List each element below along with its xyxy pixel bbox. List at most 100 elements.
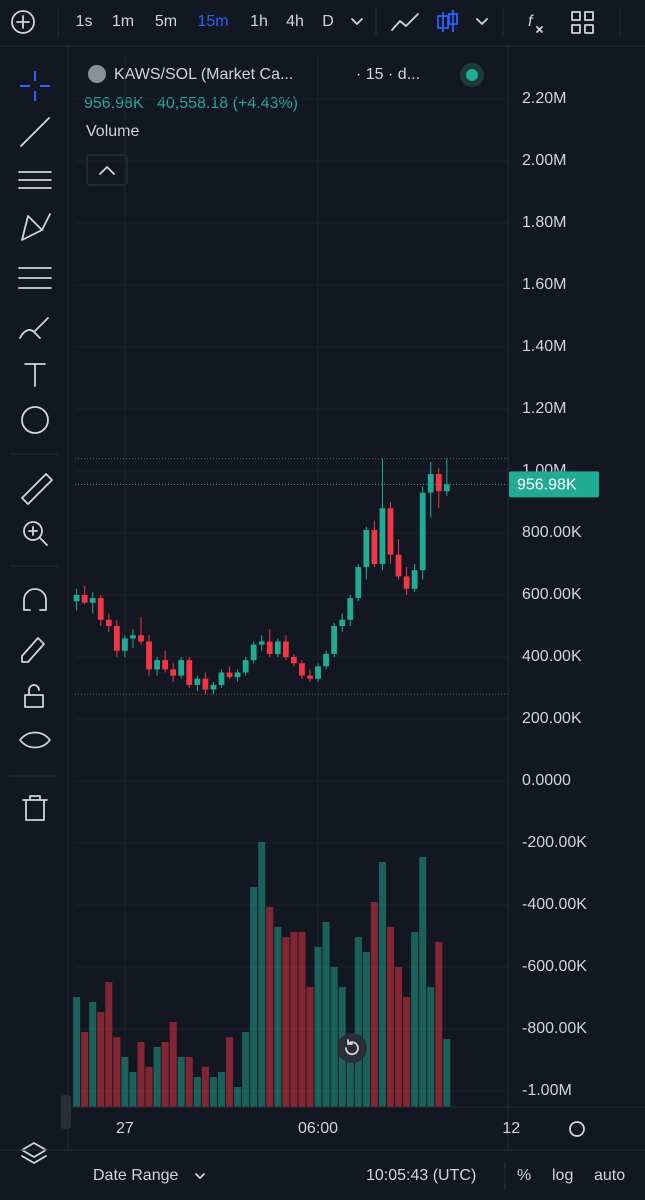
candle-body [234, 672, 241, 678]
zoom-tool[interactable] [23, 521, 43, 541]
top-toolbar: 1s 1m 5m 15m 1h 4h D f [0, 8, 645, 47]
lock-draw-tool[interactable] [21, 637, 45, 663]
symbol[interactable]: KAWS/SOL (Market Ca... [114, 66, 293, 83]
volume-bar [403, 997, 411, 1107]
volume-bar [266, 907, 274, 1107]
symbol-logo [88, 65, 106, 83]
volume-bar [169, 1022, 177, 1107]
candle-body [242, 660, 249, 673]
volume-bar [129, 1072, 137, 1107]
y-tick-label: 1.40M [522, 338, 566, 355]
crosshair-tool[interactable] [20, 71, 50, 101]
price: 956.98K [84, 95, 144, 112]
candle-body [154, 660, 160, 670]
magnet-tool[interactable] [23, 588, 47, 611]
dropdown[interactable] [476, 18, 488, 25]
line-chart-icon[interactable] [391, 13, 419, 31]
lock-tool[interactable] [24, 684, 44, 708]
ruler-tool[interactable] [21, 473, 53, 505]
interval[interactable]: 1s [76, 13, 93, 30]
y-tick-label: -400.00K [522, 896, 587, 913]
candle-body [202, 678, 209, 690]
volume-bar [217, 1072, 226, 1107]
interval[interactable]: 1m [112, 13, 134, 30]
brush-tool[interactable] [19, 317, 49, 339]
percent-toggle[interactable]: % [517, 1167, 531, 1184]
candle-body [307, 675, 313, 679]
x-tick-label: 06:00 [298, 1120, 338, 1137]
volume-bar [161, 1042, 169, 1107]
candle-body [186, 660, 193, 685]
log-toggle[interactable]: log [552, 1167, 573, 1184]
y-tick-label: 400.00K [522, 648, 582, 665]
volume-bar [306, 987, 314, 1107]
y-tick-label: 0.0000 [522, 772, 571, 789]
candle-body [81, 594, 88, 603]
fib-tool[interactable] [18, 171, 52, 189]
candle-icon[interactable] [437, 10, 458, 32]
y-tick-label: 600.00K [522, 586, 582, 603]
y-tick-label: 800.00K [522, 524, 582, 541]
add-button[interactable] [11, 10, 35, 34]
volume-bar [242, 1032, 250, 1107]
indicators-icon [536, 26, 543, 33]
candle-body [146, 641, 152, 670]
interval[interactable]: 1h [250, 13, 268, 30]
volume-bar [346, 1037, 354, 1107]
candle-body [355, 567, 362, 599]
delete-tool[interactable] [22, 795, 48, 821]
volume-bar [411, 932, 419, 1107]
date-range[interactable]: Date Range [93, 1167, 178, 1184]
last-price-badge [509, 471, 599, 498]
indicators-icon[interactable]: f [528, 13, 534, 30]
emoji-tool[interactable] [21, 406, 49, 434]
dropdown[interactable] [195, 1173, 205, 1179]
visibility-tool[interactable] [19, 731, 51, 749]
candle-body [331, 625, 338, 654]
reset-button[interactable] [337, 1033, 367, 1063]
volume-bar [282, 937, 290, 1107]
projection-tool[interactable] [18, 267, 52, 289]
volume-bar [395, 967, 403, 1107]
volume-bar [185, 1057, 193, 1107]
volume-bar [370, 902, 378, 1107]
dropdown[interactable] [351, 18, 363, 25]
volume-bar [274, 927, 282, 1107]
zoom-icon [28, 526, 48, 546]
volume-bar [314, 947, 322, 1107]
volume-bar [201, 1067, 209, 1107]
candle-body [266, 641, 273, 654]
candle-body [427, 474, 434, 493]
layout-icon[interactable] [571, 11, 594, 34]
change: 40,558.18 (+4.43%) [157, 95, 298, 112]
interval[interactable]: 5m [155, 13, 177, 30]
volume-bar [362, 952, 370, 1107]
collapse-button[interactable] [86, 154, 128, 186]
collapse-icon [99, 166, 115, 175]
candle-body [170, 669, 177, 676]
pattern-tool[interactable] [21, 213, 51, 241]
candle-body [89, 598, 96, 603]
text-tool[interactable] [24, 363, 46, 387]
status-dot [466, 69, 478, 81]
volume-bar [73, 997, 81, 1107]
interval[interactable]: D [322, 13, 334, 30]
interval[interactable]: 4h [286, 13, 304, 30]
candle-body [299, 663, 305, 676]
candle-body [347, 598, 354, 620]
trendline-tool[interactable] [20, 117, 50, 147]
candle-body [443, 484, 450, 492]
settings-icon[interactable] [569, 1121, 585, 1137]
y-tick-label: -1.00M [522, 1082, 572, 1099]
collapse-toolbar[interactable] [61, 1095, 71, 1129]
candle-body [210, 684, 217, 690]
interval-active[interactable]: 15m [197, 13, 228, 30]
last-price-label: 956.98K [517, 477, 577, 494]
candle-body [138, 635, 144, 642]
auto-toggle[interactable]: auto [594, 1167, 625, 1184]
add-icon [16, 15, 30, 29]
volume-bar [322, 922, 330, 1107]
plot: 2.20M2.00M1.80M1.60M1.40M1.20M1.00M800.0… [73, 55, 599, 1107]
candle-body [105, 619, 112, 626]
